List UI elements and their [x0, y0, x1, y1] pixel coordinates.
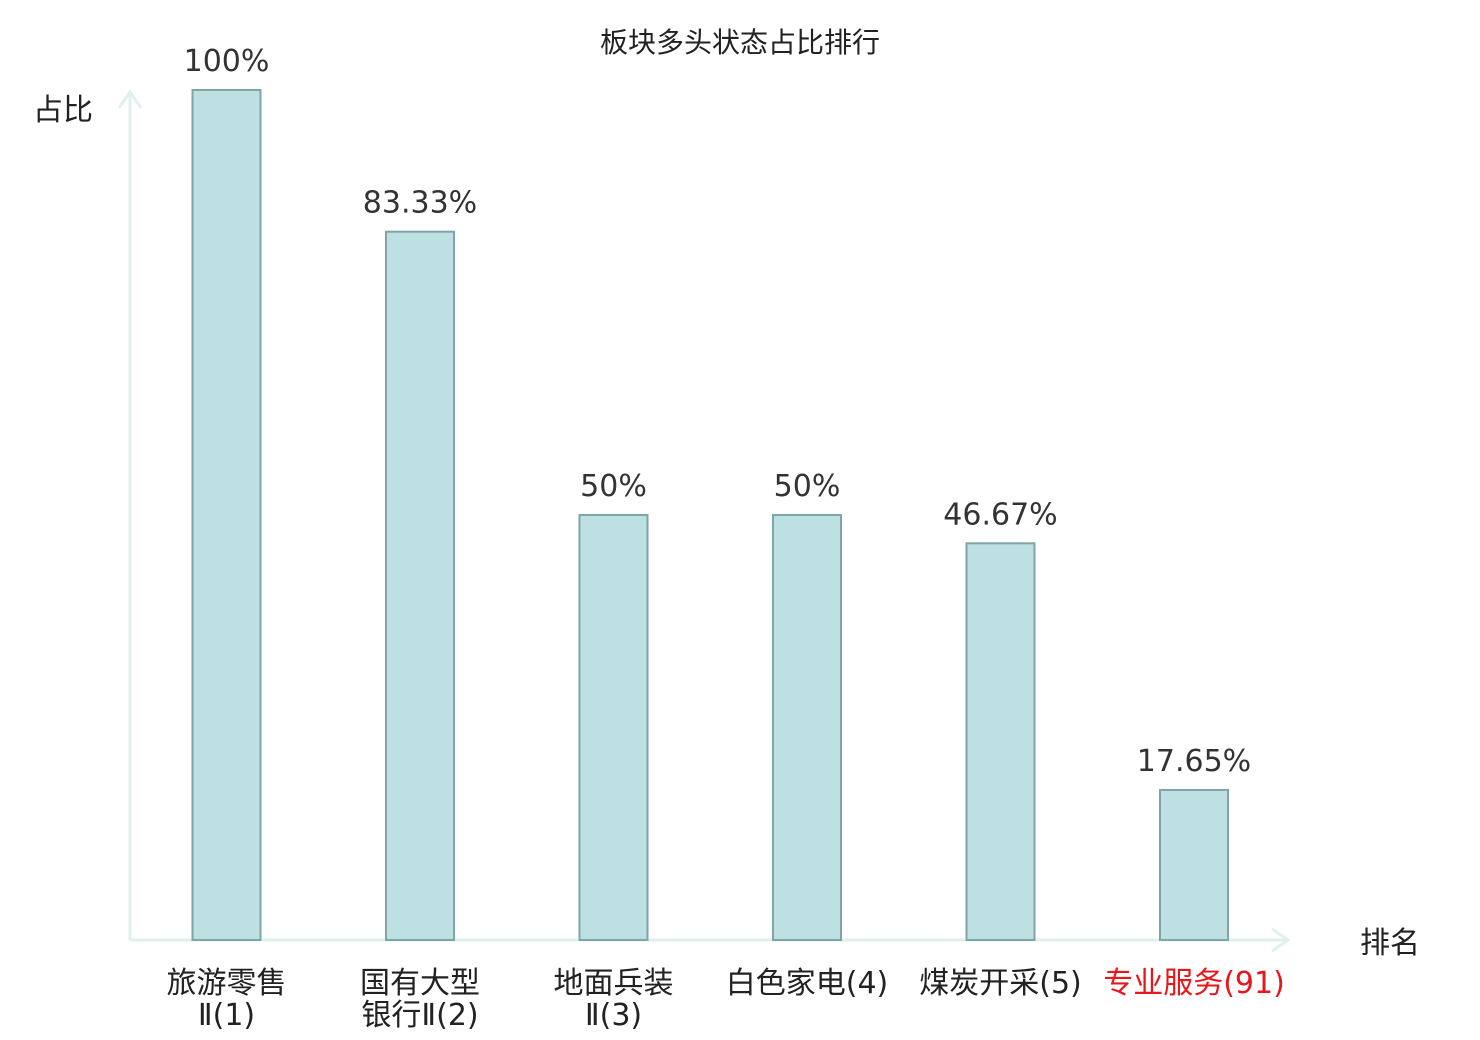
x-axis: 排名: [130, 926, 1420, 961]
x-axis-arrow-icon: [1271, 927, 1291, 953]
y-axis-arrow-icon: [117, 89, 143, 109]
bar-2: [385, 230, 455, 941]
bar-5: [965, 542, 1036, 941]
tick-label-1: 旅游零售 Ⅱ(1): [167, 966, 287, 1033]
bar-1: [191, 89, 262, 941]
bar-4: [772, 514, 842, 941]
value-label-1: 100%: [184, 44, 270, 79]
tick-label-2: 国有大型银行Ⅱ(2): [360, 966, 480, 1033]
tick-label-6: 专业服务(91): [1103, 966, 1285, 1001]
bar-series: 100% 旅游零售 Ⅱ(1) 83.33% 国有大型银行Ⅱ(2) 50% 地面兵装 Ⅱ(3) 5…: [167, 44, 1285, 1033]
value-label-4: 50%: [774, 469, 841, 504]
y-axis: 占比: [33, 89, 143, 940]
value-label-2: 83.33%: [363, 186, 477, 221]
x-axis-label: 排名: [1360, 926, 1420, 961]
tick-label-4: 白色家电(4): [726, 966, 889, 1001]
tick-label-5: 煤炭开采(5): [919, 966, 1082, 1001]
tick-label-3: 地面兵装 Ⅱ(3): [554, 966, 674, 1033]
value-label-6: 17.65%: [1137, 744, 1251, 779]
bar-6: [1159, 788, 1229, 941]
chart-title: 板块多头状态占比排行: [600, 26, 880, 59]
value-label-3: 50%: [580, 469, 647, 504]
bar-3: [578, 514, 649, 941]
value-label-5: 46.67%: [943, 497, 1057, 532]
y-axis-label: 占比: [33, 93, 93, 128]
